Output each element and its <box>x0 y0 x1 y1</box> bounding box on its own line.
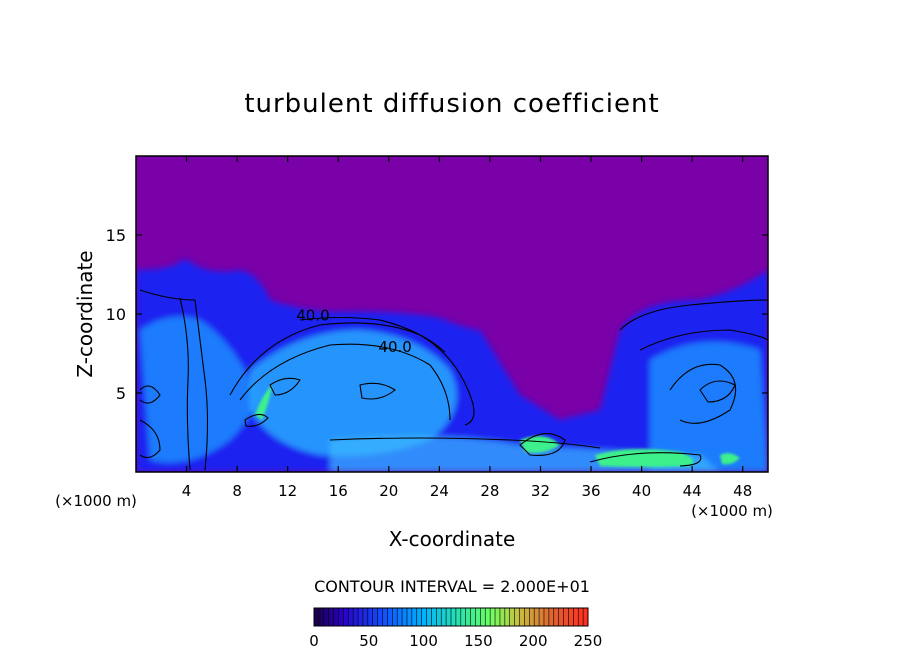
colorbar-swatch <box>480 608 486 626</box>
colorbar-swatch <box>524 608 530 626</box>
x-tick-label: 8 <box>232 482 242 500</box>
colorbar-swatch <box>382 608 388 626</box>
colorbar-swatch <box>504 608 511 626</box>
colorbar-swatch <box>475 608 481 626</box>
y-tick-label: 5 <box>116 384 126 403</box>
colorbar-swatch <box>348 608 354 626</box>
colorbar-swatch <box>563 608 569 626</box>
x-tick-label: 36 <box>581 482 600 500</box>
colorbar-swatch <box>578 608 584 626</box>
colorbar-swatch <box>455 608 462 626</box>
colorbar-swatch <box>426 608 432 626</box>
colorbar-swatch <box>314 608 320 626</box>
colorbar-tick-label: 250 <box>574 632 603 650</box>
colorbar-swatch <box>446 608 452 626</box>
colorbar-tick-label: 50 <box>359 632 378 650</box>
colorbar-swatch <box>553 608 559 626</box>
colorbar-swatch <box>534 608 540 626</box>
x-tick-label: 12 <box>278 482 297 500</box>
y-tick-label: 10 <box>106 305 126 324</box>
x-tick-label: 48 <box>733 482 752 500</box>
colorbar-swatch <box>470 608 476 626</box>
colorbar-swatch <box>343 608 349 626</box>
x-tick-label: 32 <box>531 482 550 500</box>
x-tick-label: 16 <box>329 482 348 500</box>
colorbar-swatch <box>485 608 491 626</box>
colorbar-tick-label: 150 <box>464 632 493 650</box>
colorbar-swatch <box>529 608 535 626</box>
colorbar-tick-label: 0 <box>309 632 319 650</box>
colorbar-swatch <box>338 608 344 626</box>
colorbar-swatch <box>411 608 418 626</box>
colorbar-swatch <box>406 608 413 626</box>
colorbar-swatch <box>431 608 437 626</box>
colorbar-swatch <box>362 608 369 626</box>
colorbar-swatch <box>377 608 383 626</box>
x-tick-label: 28 <box>480 482 499 500</box>
colorbar-swatch <box>421 608 427 626</box>
heatmap-field <box>136 156 768 472</box>
colorbar-swatch <box>543 608 550 626</box>
colorbar-swatch <box>387 608 393 626</box>
colorbar <box>313 607 589 627</box>
x-tick-label: 44 <box>683 482 702 500</box>
colorbar-swatch <box>451 608 457 626</box>
y-tick-label: 15 <box>106 226 126 245</box>
colorbar-swatch <box>416 608 422 626</box>
contour-interval-text: CONTOUR INTERVAL = 2.000E+01 <box>314 577 590 596</box>
colorbar-swatch <box>548 608 555 626</box>
colorbar-swatch <box>465 608 471 626</box>
colorbar-tick-label: 200 <box>519 632 548 650</box>
colorbar-swatch <box>367 608 374 626</box>
contour-label: 40.0 <box>378 338 411 356</box>
x-tick-label: 4 <box>182 482 192 500</box>
colorbar-swatch <box>514 608 520 626</box>
colorbar-swatch <box>436 608 442 626</box>
x-unit-label-right: (×1000 m) <box>691 502 773 520</box>
colorbar-tick-label: 100 <box>409 632 438 650</box>
colorbar-swatch <box>441 608 447 626</box>
x-axis-label: X-coordinate <box>389 527 516 551</box>
x-tick-label: 20 <box>379 482 398 500</box>
colorbar-swatch <box>568 608 574 626</box>
colorbar-frame <box>313 607 589 627</box>
colorbar-swatch <box>499 608 506 626</box>
colorbar-swatch <box>539 608 545 626</box>
x-tick-label: 24 <box>430 482 449 500</box>
colorbar-swatch <box>392 608 398 626</box>
x-tick-label: 40 <box>632 482 651 500</box>
colorbar-swatch <box>460 608 466 626</box>
x-unit-label-left: (×1000 m) <box>55 492 137 510</box>
colorbar-swatch <box>318 608 325 626</box>
colorbar-swatch <box>583 608 589 626</box>
colorbar-swatch <box>353 608 359 626</box>
colorbar-swatch <box>509 608 515 626</box>
colorbar-swatch <box>323 608 329 626</box>
y-axis-label: Z-coordinate <box>73 250 97 377</box>
colorbar-swatch <box>402 608 408 626</box>
colorbar-swatch <box>372 608 378 626</box>
colorbar-swatch <box>558 608 564 626</box>
colorbar-swatch <box>495 608 501 626</box>
colorbar-swatch <box>397 608 403 626</box>
colorbar-swatch <box>358 608 364 626</box>
chart-title: turbulent diffusion coefficient <box>244 89 659 119</box>
colorbar-swatch <box>519 608 525 626</box>
colorbar-swatch <box>490 608 496 626</box>
colorbar-swatch <box>333 608 339 626</box>
colorbar-swatch <box>573 608 579 626</box>
colorbar-swatch <box>328 608 334 626</box>
contour-label: 40.0 <box>296 306 329 324</box>
